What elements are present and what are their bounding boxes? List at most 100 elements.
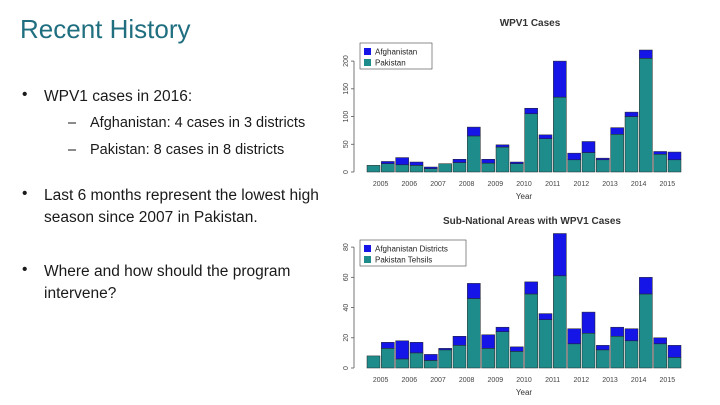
bar-pakistan (667, 159, 682, 173)
bar-pakistan (553, 96, 567, 173)
bar-pakistan-tehsils (639, 293, 653, 369)
legend-box (359, 239, 467, 267)
bar-afghanistan-districts (395, 340, 409, 360)
bar-pakistan-tehsils (653, 343, 667, 369)
legend-box (359, 42, 433, 70)
x-tick-label: 2010 (516, 377, 532, 384)
y-tick-label: 0 (343, 366, 350, 370)
bar-afghanistan (639, 49, 653, 59)
bar-afghanistan-districts (467, 283, 481, 299)
bar-pakistan (581, 152, 596, 173)
x-tick-label: 2014 (631, 377, 647, 384)
bar-pakistan (366, 165, 381, 173)
bar-pakistan-tehsils (553, 275, 567, 369)
bar-pakistan-tehsils (424, 360, 438, 369)
legend-swatch (364, 59, 371, 66)
sub-bullet-text: Pakistan: 8 cases in 8 districts (90, 142, 285, 158)
bar-pakistan (438, 163, 452, 173)
bullet-symbol: • (22, 86, 28, 103)
bar-pakistan-tehsils (366, 355, 381, 369)
bar-pakistan (409, 165, 424, 173)
x-tick-label: 2013 (602, 181, 618, 188)
bullet-text: Last 6 months represent the lowest high … (44, 187, 319, 226)
bar-afghanistan-districts (409, 342, 424, 354)
x-tick-label: 2013 (602, 377, 618, 384)
bar-afghanistan (596, 157, 610, 161)
bar-pakistan (467, 135, 481, 173)
slide-title: Recent History (20, 14, 191, 44)
bar-pakistan-tehsils (381, 348, 395, 369)
bar-pakistan-tehsils (624, 340, 639, 369)
x-tick-label: 2007 (430, 181, 446, 188)
bar-afghanistan (610, 127, 624, 135)
chart-title: Sub-National Areas with WPV1 Cases (443, 216, 621, 227)
sub-national-areas-chart: Sub-National Areas with WPV1 Cases 0 20 40 6… (343, 216, 682, 397)
x-tick-label: 2014 (631, 181, 647, 188)
bullet-symbol: • (22, 185, 28, 202)
bar-pakistan (610, 134, 624, 173)
x-tick-label: 2015 (660, 181, 676, 188)
bar-pakistan-tehsils (409, 352, 424, 369)
y-tick-label: 20 (343, 334, 350, 342)
x-tick-label: 2012 (574, 377, 590, 384)
bar-pakistan (653, 154, 667, 173)
bar-afghanistan (495, 144, 510, 148)
y-tick-label: 150 (343, 83, 350, 95)
y-tick-label: 50 (343, 140, 350, 148)
bar-afghanistan (581, 141, 596, 153)
bullet-symbol: • (22, 261, 28, 278)
legend-swatch (364, 245, 371, 252)
x-tick-label: 2008 (459, 181, 475, 188)
bar-pakistan (510, 163, 524, 173)
x-tick-label: 2009 (488, 181, 504, 188)
bar-pakistan-tehsils (495, 331, 510, 369)
y-tick-label: 60 (343, 273, 350, 281)
bar-pakistan-tehsils (395, 358, 409, 369)
bar-afghanistan (481, 158, 495, 164)
x-tick-label: 2007 (430, 377, 446, 384)
x-tick-label: 2012 (574, 181, 590, 188)
bar-afghanistan-districts (653, 337, 667, 345)
x-tick-label: 2015 (660, 377, 676, 384)
sub-bullet-text: Afghanistan: 4 cases in 3 districts (90, 115, 306, 131)
bar-afghanistan (452, 158, 467, 163)
bar-pakistan-tehsils (581, 332, 596, 369)
bar-afghanistan-districts (481, 334, 495, 349)
bar-afghanistan (510, 161, 524, 164)
bar-pakistan-tehsils (510, 351, 524, 369)
bullet-text: WPV1 cases in 2016: (44, 88, 193, 105)
bar-afghanistan-districts (639, 277, 653, 295)
dash-symbol: – (68, 142, 77, 158)
bar-afghanistan (409, 161, 424, 166)
bullet-text: Where and how should the program interve… (44, 263, 291, 302)
bar-pakistan (481, 162, 495, 173)
legend-label: Pakistan (375, 59, 406, 68)
y-tick-label: 40 (343, 304, 350, 312)
bar-afghanistan (424, 166, 438, 169)
bar-afghanistan (395, 157, 409, 166)
bar-pakistan-tehsils (538, 319, 553, 369)
x-tick-label: 2011 (545, 377, 560, 384)
bar-afghanistan (524, 107, 538, 115)
bar-pakistan (381, 163, 395, 173)
y-tick-label: 80 (343, 243, 350, 251)
x-tick-label: 2009 (488, 377, 504, 384)
x-tick-label: 2008 (459, 377, 475, 384)
bar-afghanistan-districts (495, 326, 510, 332)
bar-pakistan-tehsils (481, 348, 495, 369)
bar-afghanistan-districts (510, 346, 524, 352)
bar-afghanistan-districts (567, 328, 581, 345)
legend-swatch (364, 256, 371, 263)
bar-afghanistan-districts (452, 336, 467, 346)
bar-afghanistan-districts (581, 311, 596, 334)
y-tick-label: 200 (343, 55, 350, 67)
wpv1-cases-chart: WPV1 Cases 0 50 100 150 200 2005 2006 2007 2008 20… (343, 18, 682, 201)
bar-afghanistan-districts (524, 281, 538, 295)
bar-pakistan-tehsils (524, 293, 538, 369)
bar-pakistan (639, 58, 653, 173)
x-tick-label: 2011 (545, 181, 560, 188)
x-tick-label: 2006 (402, 377, 418, 384)
bar-pakistan (424, 168, 438, 173)
bar-afghanistan (653, 151, 667, 155)
bar-afghanistan (467, 126, 481, 137)
